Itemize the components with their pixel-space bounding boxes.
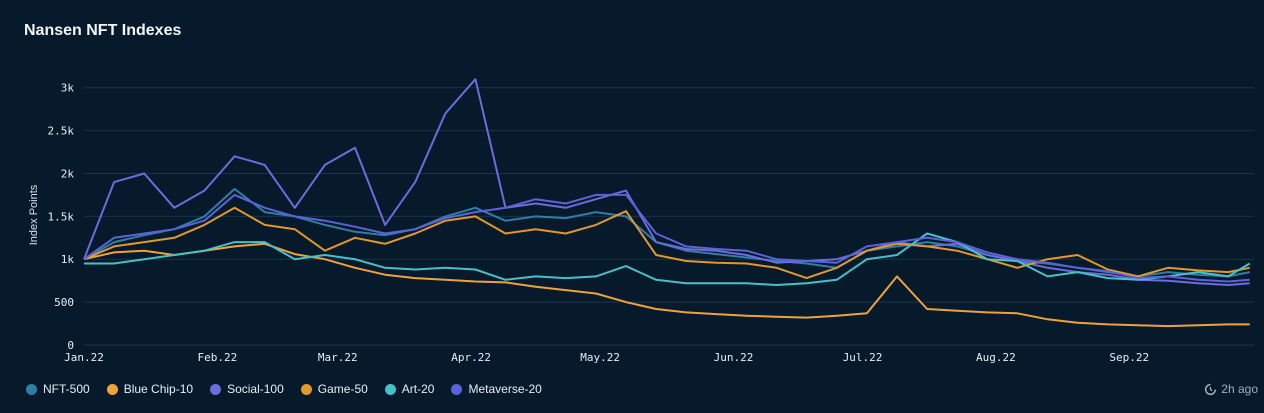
x-tick-label: Jun.22 [714, 351, 754, 364]
y-tick-label: 2k [61, 167, 75, 180]
legend-dot [384, 383, 396, 395]
line-chart: 0 500 1k 1.5k 2k 2.5k 3k Jan.22 Feb.22 Mar.22 Apr… [28, 78, 1254, 364]
x-axis-ticks: Jan.22 Feb.22 Mar.22 Apr.22 May.22 Jun.22 Jul.… [64, 351, 1149, 364]
legend-dot [210, 383, 222, 395]
x-tick-label: Mar.22 [318, 351, 358, 364]
y-axis-label: Index Points [28, 184, 40, 245]
updated-text: 2h ago [1221, 382, 1258, 396]
legend-label: Metaverse-20 [468, 382, 542, 396]
x-tick-label: Aug.22 [976, 351, 1016, 364]
updated-indicator[interactable]: 2h ago [1204, 382, 1258, 396]
x-tick-label: Feb.22 [197, 351, 237, 364]
refresh-icon [1205, 383, 1217, 395]
series-line-blue-chip-10 [83, 242, 1250, 328]
legend-dot [451, 383, 463, 395]
x-tick-label: Apr.22 [451, 351, 491, 364]
series-line-nft-500 [83, 187, 1250, 278]
series-line-social-100 [83, 78, 1250, 286]
x-tick-label: Sep.22 [1109, 351, 1149, 364]
y-tick-label: 2.5k [48, 125, 75, 138]
y-tick-label: 3k [61, 82, 75, 95]
y-tick-label: 0 [67, 339, 74, 352]
x-tick-label: May.22 [580, 351, 620, 364]
legend-item-art-20[interactable]: Art-20 [384, 382, 435, 396]
legend-label: Blue Chip-10 [123, 382, 194, 396]
legend-label: Social-100 [227, 382, 284, 396]
legend-dot [300, 383, 312, 395]
legend: NFT-500 Blue Chip-10 Social-100 Game-50 Art-… [26, 382, 542, 396]
legend-item-nft-500[interactable]: NFT-500 [26, 382, 90, 396]
legend-label: Game-50 [317, 382, 368, 396]
series-lines [83, 78, 1251, 328]
series-line-art-20 [84, 232, 1251, 286]
legend-label: Art-20 [401, 382, 435, 396]
legend-label: NFT-500 [43, 382, 90, 396]
y-tick-label: 1.5k [48, 210, 75, 223]
legend-item-social-100[interactable]: Social-100 [210, 382, 284, 396]
legend-item-metaverse-20[interactable]: Metaverse-20 [451, 382, 542, 396]
y-tick-label: 1k [61, 253, 75, 266]
grid-lines [84, 87, 1254, 346]
chart-title: Nansen NFT Indexes [24, 22, 182, 39]
series-line-metaverse-20 [83, 193, 1250, 283]
legend-dot [106, 383, 118, 395]
y-tick-label: 500 [54, 296, 74, 309]
y-axis-ticks: 0 500 1k 1.5k 2k 2.5k 3k [48, 82, 75, 352]
series-line-game-50 [83, 206, 1250, 280]
x-tick-label: Jul.22 [843, 351, 883, 364]
legend-item-blue-chip-10[interactable]: Blue Chip-10 [106, 382, 194, 396]
x-tick-label: Jan.22 [64, 351, 104, 364]
legend-dot [26, 383, 37, 395]
legend-item-game-50[interactable]: Game-50 [300, 382, 368, 396]
